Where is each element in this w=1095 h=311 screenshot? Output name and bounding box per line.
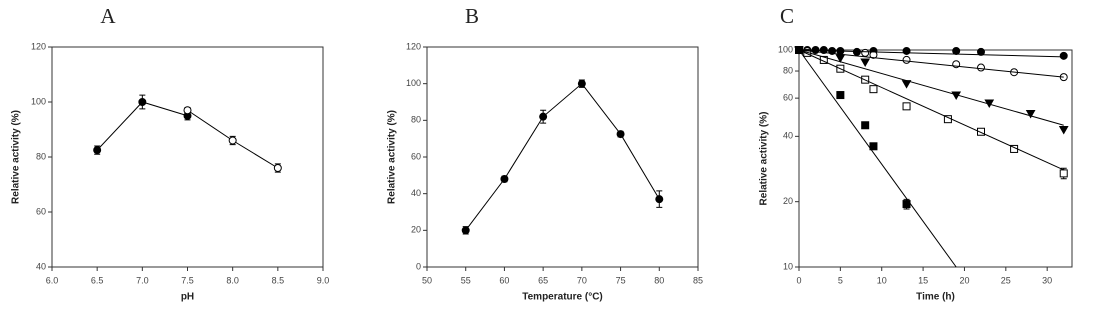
y-tick-label: 40 <box>783 131 793 141</box>
x-tick-label: 55 <box>461 275 471 285</box>
plot-frame <box>51 46 324 268</box>
y-tick-label: 20 <box>783 196 793 206</box>
y-tick-label: 10 <box>783 261 793 271</box>
y-tick-label: 60 <box>36 206 46 216</box>
point <box>1059 51 1068 60</box>
x-tick-label: 50 <box>422 275 432 285</box>
point <box>869 50 878 59</box>
series-line <box>798 49 1064 171</box>
x-tick-label: 8.5 <box>272 275 285 285</box>
series-line <box>798 49 1064 58</box>
x-tick-label: 8.0 <box>226 275 239 285</box>
point <box>183 106 192 115</box>
point <box>902 55 911 64</box>
y-tick-label: 100 <box>406 78 421 88</box>
y-tick-label: 100 <box>778 44 793 54</box>
panel-label: A <box>100 4 116 28</box>
x-tick-label: 85 <box>693 275 703 285</box>
y-axis-label: Relative activity (%) <box>387 110 398 204</box>
point <box>616 130 625 139</box>
y-tick-label: 120 <box>406 41 421 51</box>
point <box>977 47 985 56</box>
x-axis-label: pH <box>181 292 194 303</box>
point <box>902 102 911 111</box>
point <box>977 127 985 136</box>
point <box>977 63 985 72</box>
x-tick-label: 20 <box>959 275 969 285</box>
point <box>861 48 870 57</box>
x-tick-label: 75 <box>616 275 626 285</box>
y-tick-label: 60 <box>411 151 421 161</box>
point <box>869 142 878 151</box>
y-tick-label: 80 <box>783 65 793 75</box>
point <box>273 164 282 172</box>
point <box>819 46 828 54</box>
y-tick-label: 80 <box>411 115 421 125</box>
point <box>500 175 509 183</box>
point <box>836 91 845 100</box>
plot-frame <box>798 49 1073 268</box>
point <box>655 195 664 204</box>
x-axis-label: Temperature (°C) <box>522 292 603 303</box>
point <box>1025 109 1036 119</box>
x-tick-label: 0 <box>796 275 801 285</box>
panel-label: B <box>465 4 479 28</box>
x-tick-label: 30 <box>1042 275 1052 285</box>
series-line <box>798 49 957 268</box>
x-axis-label: Time (h) <box>916 292 955 303</box>
point <box>860 58 871 68</box>
point <box>1059 169 1068 178</box>
point <box>228 136 237 145</box>
series-line <box>798 49 1064 78</box>
point <box>461 226 470 235</box>
y-axis-label: Relative activity (%) <box>11 110 22 204</box>
point <box>869 85 878 94</box>
x-tick-label: 7.5 <box>181 275 194 285</box>
point <box>1058 126 1069 135</box>
point <box>861 121 870 130</box>
y-tick-label: 20 <box>411 225 421 235</box>
y-tick-label: 40 <box>411 188 421 198</box>
point <box>902 46 911 55</box>
x-tick-label: 80 <box>654 275 664 285</box>
point <box>577 79 586 88</box>
y-tick-label: 120 <box>31 41 46 51</box>
x-tick-label: 25 <box>1001 275 1011 285</box>
series-line <box>798 49 1064 126</box>
point <box>835 54 846 63</box>
y-tick-label: 80 <box>36 151 46 161</box>
x-tick-label: 15 <box>918 275 928 285</box>
point <box>93 146 102 155</box>
x-tick-label: 9.0 <box>317 275 330 285</box>
x-tick-label: 10 <box>877 275 887 285</box>
series-line <box>465 82 660 231</box>
x-tick-label: 7.0 <box>136 275 149 285</box>
panel-label: C <box>780 4 794 28</box>
y-tick-label: 100 <box>31 96 46 106</box>
x-tick-label: 5 <box>838 275 843 285</box>
y-tick-label: 60 <box>783 93 793 103</box>
point <box>539 112 548 121</box>
x-tick-label: 70 <box>577 275 587 285</box>
x-tick-label: 6.5 <box>91 275 104 285</box>
y-tick-label: 40 <box>36 261 46 271</box>
x-tick-label: 6.0 <box>46 275 59 285</box>
point <box>952 46 961 55</box>
point <box>138 98 147 106</box>
y-tick-label: 0 <box>416 261 421 271</box>
y-axis-label: Relative activity (%) <box>759 112 770 206</box>
x-tick-label: 65 <box>538 275 548 285</box>
x-tick-label: 60 <box>499 275 509 285</box>
